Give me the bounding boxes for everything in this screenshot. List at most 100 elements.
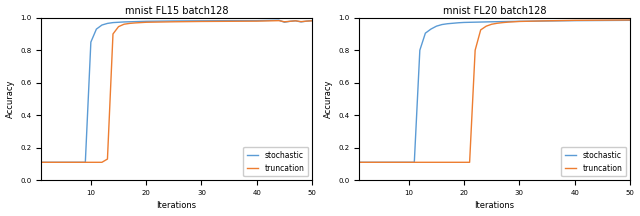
truncation <box>488 23 495 25</box>
Title: mnist FL15 batch128: mnist FL15 batch128 <box>125 6 228 16</box>
stochastic <box>198 19 205 22</box>
stochastic <box>571 19 579 22</box>
truncation <box>137 21 145 24</box>
stochastic <box>131 20 139 23</box>
stochastic <box>383 161 390 164</box>
truncation <box>422 161 429 164</box>
truncation <box>142 21 150 24</box>
truncation <box>286 20 294 23</box>
truncation <box>433 161 440 164</box>
truncation <box>598 19 606 21</box>
truncation <box>37 161 45 164</box>
stochastic <box>87 41 95 43</box>
stochastic <box>388 161 396 164</box>
stochastic <box>54 161 61 164</box>
truncation <box>516 20 524 23</box>
truncation <box>43 161 51 164</box>
stochastic <box>303 20 310 22</box>
stochastic <box>225 19 233 22</box>
stochastic <box>626 19 634 22</box>
stochastic <box>427 28 435 30</box>
truncation <box>125 22 133 25</box>
stochastic <box>76 161 84 164</box>
stochastic <box>137 20 145 23</box>
stochastic <box>48 161 56 164</box>
stochastic <box>280 21 288 24</box>
truncation <box>361 161 369 164</box>
truncation <box>493 22 501 25</box>
truncation <box>70 161 78 164</box>
stochastic <box>253 19 260 22</box>
truncation <box>372 161 380 164</box>
truncation <box>444 161 451 164</box>
stochastic <box>125 21 133 23</box>
truncation <box>388 161 396 164</box>
truncation <box>275 19 283 22</box>
stochastic <box>449 22 457 25</box>
Y-axis label: Accuracy: Accuracy <box>323 80 332 118</box>
stochastic <box>142 20 150 23</box>
stochastic <box>43 161 51 164</box>
stochastic <box>104 22 111 25</box>
stochastic <box>422 32 429 34</box>
truncation <box>499 21 507 24</box>
stochastic <box>297 21 305 23</box>
truncation <box>253 20 260 22</box>
Y-axis label: Accuracy: Accuracy <box>6 80 15 118</box>
stochastic <box>170 20 178 22</box>
truncation <box>355 161 363 164</box>
truncation <box>308 19 316 22</box>
truncation <box>87 161 95 164</box>
stochastic <box>120 21 128 23</box>
truncation <box>416 161 424 164</box>
stochastic <box>488 21 495 23</box>
stochastic <box>37 161 45 164</box>
truncation <box>60 161 67 164</box>
stochastic <box>355 161 363 164</box>
Legend: stochastic, truncation: stochastic, truncation <box>561 147 626 176</box>
stochastic <box>70 161 78 164</box>
truncation <box>626 19 634 21</box>
stochastic <box>115 21 122 24</box>
stochastic <box>372 161 380 164</box>
truncation <box>303 20 310 22</box>
truncation <box>571 19 579 22</box>
truncation <box>76 161 84 164</box>
stochastic <box>598 19 606 22</box>
truncation <box>394 161 401 164</box>
stochastic <box>416 49 424 51</box>
stochastic <box>410 161 418 164</box>
stochastic <box>361 161 369 164</box>
truncation <box>104 158 111 160</box>
stochastic <box>275 19 283 21</box>
stochastic <box>60 161 67 164</box>
stochastic <box>292 19 300 22</box>
stochastic <box>460 21 468 24</box>
Line: truncation: truncation <box>41 21 312 162</box>
Legend: stochastic, truncation: stochastic, truncation <box>243 147 308 176</box>
truncation <box>115 25 122 28</box>
truncation <box>48 161 56 164</box>
stochastic <box>454 21 462 24</box>
truncation <box>449 161 457 164</box>
truncation <box>410 161 418 164</box>
truncation <box>81 161 89 164</box>
stochastic <box>366 161 374 164</box>
stochastic <box>516 20 524 23</box>
stochastic <box>394 161 401 164</box>
truncation <box>460 161 468 164</box>
truncation <box>378 161 385 164</box>
stochastic <box>109 21 117 24</box>
X-axis label: Iterations: Iterations <box>474 202 515 210</box>
stochastic <box>405 161 413 164</box>
truncation <box>131 22 139 24</box>
stochastic <box>378 161 385 164</box>
truncation <box>54 161 61 164</box>
truncation <box>504 21 512 23</box>
stochastic <box>81 161 89 164</box>
truncation <box>120 23 128 25</box>
stochastic <box>399 161 407 164</box>
truncation <box>543 19 551 22</box>
truncation <box>471 49 479 51</box>
truncation <box>454 161 462 164</box>
